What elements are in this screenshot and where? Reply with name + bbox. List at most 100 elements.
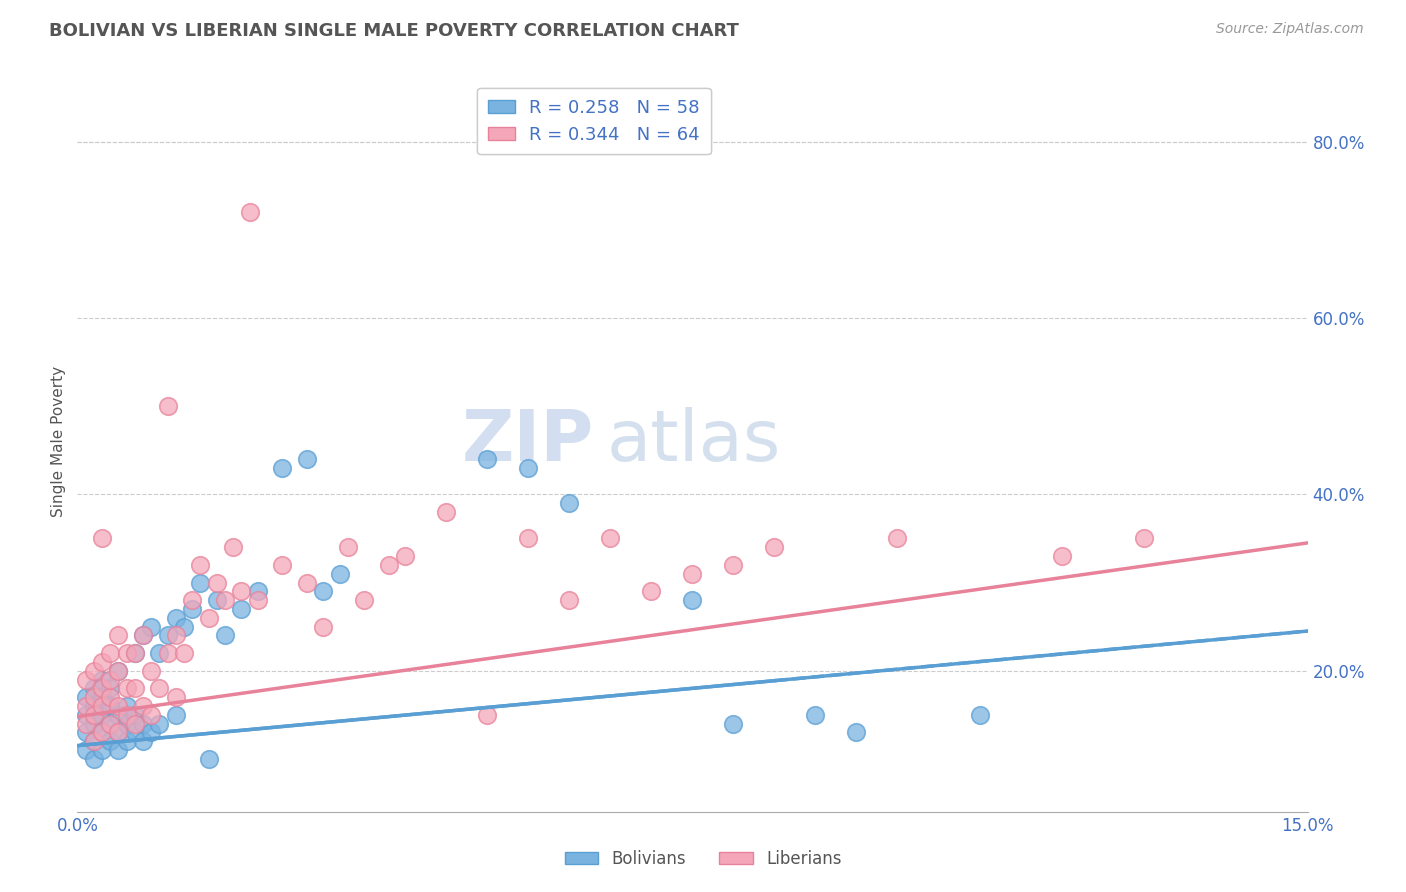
Point: [214, 628, 236, 642]
Point: [132, 716, 155, 731]
Point: [312, 584, 335, 599]
Point: [124, 716, 146, 731]
Point: [156, 646, 179, 660]
Point: [295, 575, 318, 590]
Point: [124, 646, 146, 660]
Text: BOLIVIAN VS LIBERIAN SINGLE MALE POVERTY CORRELATION CHART: BOLIVIAN VS LIBERIAN SINGLE MALE POVERTY…: [49, 22, 740, 40]
Point: [132, 734, 155, 748]
Point: [246, 593, 269, 607]
Point: [271, 558, 294, 572]
Point: [141, 725, 163, 739]
Point: [75, 707, 97, 722]
Point: [115, 646, 138, 660]
Point: [90, 673, 114, 687]
Point: [83, 664, 105, 678]
Point: [1050, 549, 1073, 563]
Point: [124, 646, 146, 660]
Point: [115, 681, 138, 696]
Point: [107, 628, 129, 642]
Point: [231, 602, 253, 616]
Point: [98, 716, 121, 731]
Point: [90, 655, 114, 669]
Point: [165, 707, 187, 722]
Point: [98, 734, 121, 748]
Point: [246, 584, 269, 599]
Point: [436, 505, 458, 519]
Point: [517, 532, 540, 546]
Point: [295, 452, 318, 467]
Point: [75, 725, 97, 739]
Point: [148, 646, 170, 660]
Point: [353, 593, 375, 607]
Point: [173, 646, 195, 660]
Point: [1132, 532, 1154, 546]
Point: [83, 681, 105, 696]
Point: [156, 399, 179, 413]
Point: [165, 690, 187, 705]
Point: [886, 532, 908, 546]
Point: [181, 593, 204, 607]
Point: [90, 690, 114, 705]
Point: [197, 611, 219, 625]
Point: [173, 619, 195, 633]
Point: [115, 698, 138, 713]
Point: [763, 541, 786, 555]
Point: [124, 707, 146, 722]
Point: [165, 628, 187, 642]
Point: [98, 716, 121, 731]
Point: [312, 619, 335, 633]
Point: [329, 566, 352, 581]
Point: [90, 743, 114, 757]
Point: [107, 664, 129, 678]
Point: [723, 558, 745, 572]
Y-axis label: Single Male Poverty: Single Male Poverty: [51, 366, 66, 517]
Point: [723, 716, 745, 731]
Point: [107, 725, 129, 739]
Point: [804, 707, 827, 722]
Point: [205, 575, 228, 590]
Point: [90, 707, 114, 722]
Point: [558, 496, 581, 510]
Legend: R = 0.258   N = 58, R = 0.344   N = 64: R = 0.258 N = 58, R = 0.344 N = 64: [477, 87, 711, 154]
Text: ZIP: ZIP: [461, 407, 595, 476]
Point: [599, 532, 621, 546]
Point: [124, 681, 146, 696]
Point: [132, 628, 155, 642]
Point: [90, 681, 114, 696]
Point: [197, 752, 219, 766]
Point: [181, 602, 204, 616]
Point: [75, 716, 97, 731]
Point: [132, 628, 155, 642]
Point: [640, 584, 662, 599]
Point: [115, 707, 138, 722]
Point: [141, 707, 163, 722]
Point: [90, 725, 114, 739]
Point: [83, 752, 105, 766]
Point: [98, 690, 121, 705]
Point: [271, 461, 294, 475]
Point: [90, 725, 114, 739]
Point: [75, 690, 97, 705]
Point: [107, 664, 129, 678]
Point: [83, 698, 105, 713]
Point: [98, 646, 121, 660]
Point: [83, 690, 105, 705]
Point: [156, 628, 179, 642]
Point: [132, 698, 155, 713]
Point: [205, 593, 228, 607]
Point: [969, 707, 991, 722]
Point: [107, 698, 129, 713]
Point: [98, 673, 121, 687]
Point: [107, 743, 129, 757]
Text: Source: ZipAtlas.com: Source: ZipAtlas.com: [1216, 22, 1364, 37]
Point: [165, 611, 187, 625]
Point: [337, 541, 360, 555]
Point: [98, 681, 121, 696]
Point: [83, 716, 105, 731]
Point: [98, 698, 121, 713]
Point: [231, 584, 253, 599]
Point: [115, 716, 138, 731]
Point: [124, 725, 146, 739]
Point: [845, 725, 868, 739]
Point: [394, 549, 416, 563]
